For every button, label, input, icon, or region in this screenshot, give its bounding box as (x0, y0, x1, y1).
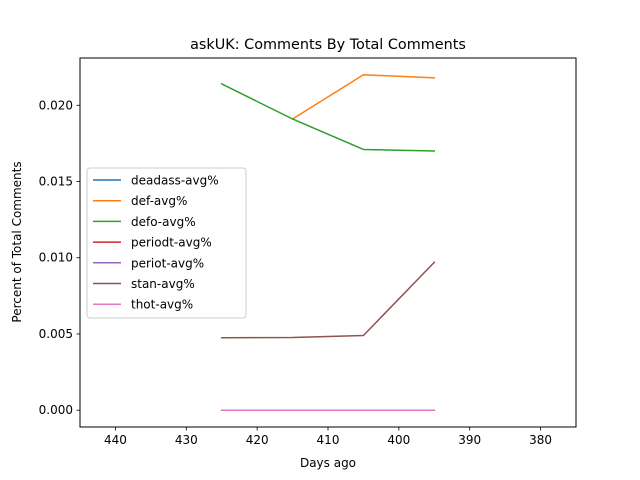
y-tick-label: 0.010 (39, 251, 73, 265)
legend-label: thot-avg% (131, 298, 193, 312)
y-tick-label: 0.000 (39, 403, 73, 417)
series-line-def-avg (291, 74, 436, 121)
x-tick-label: 410 (317, 433, 340, 447)
legend-label: periodt-avg% (131, 236, 212, 250)
x-tick-label: 420 (246, 433, 269, 447)
x-axis-title: Days ago (300, 456, 356, 470)
x-tick-label: 430 (175, 433, 198, 447)
series-line-defo-avg (220, 82, 436, 152)
series-line-stan-avg (220, 261, 436, 339)
legend-label: deadass-avg% (131, 174, 219, 188)
legend: deadass-avg% def-avg% defo-avg% periodt-avg… (86, 167, 247, 319)
x-tick-label: 380 (529, 433, 552, 447)
plot-area-frame (79, 57, 577, 428)
y-tick-label: 0.020 (39, 98, 73, 112)
y-axis-ticks: 0.000 0.005 0.010 0.015 0.020 (39, 98, 80, 417)
y-tick-label: 0.015 (39, 175, 73, 189)
legend-label: stan-avg% (131, 277, 195, 291)
legend-box (86, 167, 247, 319)
legend-label: periot-avg% (131, 256, 204, 270)
y-tick-label: 0.005 (39, 327, 73, 341)
chart-title: askUK: Comments By Total Comments (190, 37, 466, 53)
series-lines (220, 74, 436, 411)
legend-label: defo-avg% (131, 215, 196, 229)
legend-label: def-avg% (131, 194, 187, 208)
y-axis-title: Percent of Total Comments (10, 161, 24, 322)
x-tick-label: 440 (104, 433, 127, 447)
x-tick-label: 400 (387, 433, 410, 447)
x-axis-ticks: 440 430 420 410 400 390 380 (104, 427, 552, 447)
x-tick-label: 390 (458, 433, 481, 447)
